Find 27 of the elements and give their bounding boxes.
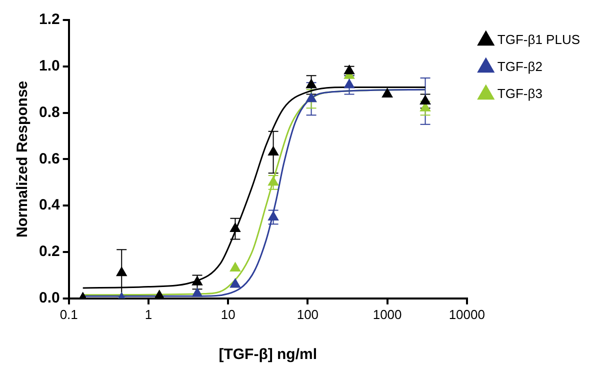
y-tick-label: 1.2 xyxy=(38,11,60,28)
y-tick-label: 0.6 xyxy=(38,150,60,168)
point xyxy=(268,146,279,156)
legend-label: TGF-β3 xyxy=(497,86,542,102)
point xyxy=(230,222,240,232)
point xyxy=(268,211,279,220)
x-tick-label: 100 xyxy=(296,306,319,322)
x-tick-label: 1000 xyxy=(372,306,402,322)
point xyxy=(344,78,355,88)
x-tick-label: 10000 xyxy=(448,306,485,322)
x-tick-label: 10 xyxy=(220,306,236,322)
y-tick-label: 1.0 xyxy=(38,58,60,75)
y-tick-label: 0.4 xyxy=(38,196,60,214)
x-tick-label: 1 xyxy=(144,306,152,322)
point xyxy=(268,176,279,186)
y-tick-label: 0.0 xyxy=(38,290,60,307)
y-axis-title: Normalized Response xyxy=(14,80,32,238)
legend-label: TGF-β1 PLUS xyxy=(497,32,580,48)
point xyxy=(230,278,240,288)
point xyxy=(116,266,127,276)
y-tick-label: 0.8 xyxy=(38,104,60,121)
x-axis-title: [TGF-β] ng/ml xyxy=(218,346,318,364)
point xyxy=(230,262,240,272)
x-tick-label: 0.1 xyxy=(60,306,78,322)
point xyxy=(306,78,317,88)
y-tick-label: 0.2 xyxy=(38,243,60,260)
legend-label: TGF-β2 xyxy=(497,59,542,74)
